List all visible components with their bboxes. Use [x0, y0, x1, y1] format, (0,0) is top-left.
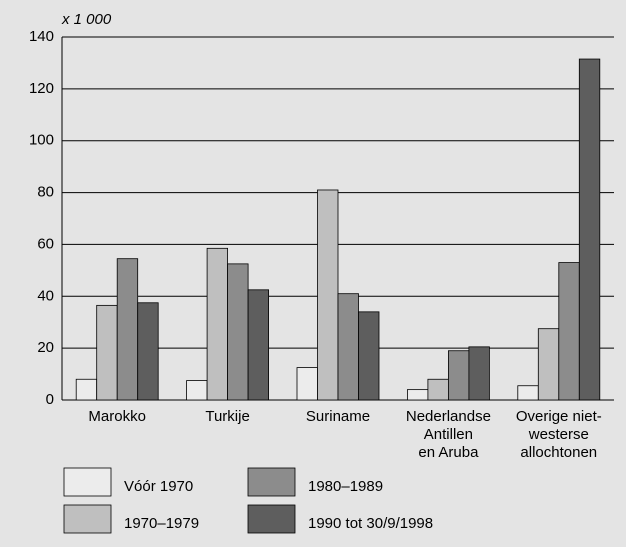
x-tick-label: Nederlandse Antillen en Aruba [405, 408, 491, 461]
bar [427, 378, 449, 401]
bar [227, 263, 249, 401]
legend-swatch [63, 504, 112, 534]
y-tick-label: 0 [46, 391, 54, 408]
y-tick-label: 140 [29, 28, 54, 45]
y-axis-label: x 1 000 [61, 11, 112, 28]
bar [247, 289, 270, 401]
bar [186, 380, 208, 401]
x-tick-label: Overige niet- westerse allochtonen [515, 408, 602, 461]
x-tick-label: Suriname [305, 408, 371, 425]
bar [468, 346, 490, 401]
legend-label: 1990 tot 30/9/1998 [308, 515, 433, 532]
bar [337, 293, 359, 401]
bar [96, 304, 118, 401]
y-tick-label: 100 [29, 132, 54, 149]
bar [558, 262, 580, 401]
bar [578, 58, 601, 401]
bar [317, 189, 339, 401]
bar [537, 328, 560, 401]
bar [447, 350, 470, 401]
bar [358, 311, 380, 401]
legend-label: 1970–1979 [124, 515, 199, 532]
bar [75, 378, 98, 401]
bar [116, 258, 139, 401]
bar [206, 247, 229, 401]
legend-swatch [63, 467, 112, 497]
x-tick-label: Marokko [88, 408, 146, 425]
y-tick-label: 80 [37, 184, 54, 201]
y-tick-label: 40 [37, 287, 54, 304]
y-tick-label: 60 [37, 235, 54, 252]
legend-swatch [247, 504, 296, 534]
legend-label: Vóór 1970 [124, 478, 193, 495]
legend-label: 1980–1989 [308, 478, 383, 495]
bar [517, 385, 539, 401]
bar [406, 389, 429, 401]
x-tick-label: Turkije [205, 408, 250, 425]
bar [296, 367, 318, 401]
y-tick-label: 120 [29, 80, 54, 97]
bar [137, 302, 159, 401]
y-tick-label: 20 [37, 339, 54, 356]
legend-swatch [247, 467, 296, 497]
